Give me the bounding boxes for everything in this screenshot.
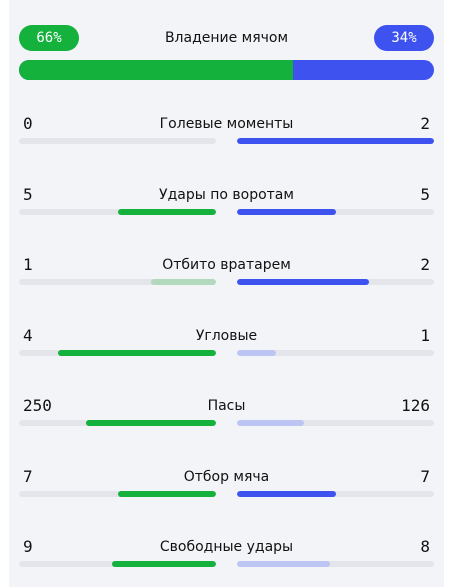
stat-away-bar (237, 491, 434, 497)
stat-home-fill (151, 279, 216, 285)
stat-home-fill (117, 491, 216, 497)
stat-away-fill (237, 279, 369, 285)
stat-away-fill (237, 138, 434, 144)
stat-home-fill (111, 561, 216, 567)
stat-away-fill (237, 561, 330, 567)
stat-home-value: 0 (23, 114, 33, 133)
stat-label: Голевые моменты (159, 116, 294, 132)
stat-home-value: 5 (23, 185, 33, 204)
stat-label: Удары по воротам (159, 187, 294, 203)
stat-away-bar (237, 138, 434, 144)
away-possession-badge: 34% (374, 25, 434, 51)
match-stats-panel (9, 0, 444, 587)
stat-row: 1 Отбито вратарем 2 (19, 254, 434, 294)
stat-home-value: 9 (23, 537, 33, 556)
possession-title: Владение мячом (164, 30, 289, 46)
stat-home-bar (19, 209, 216, 215)
stat-label: Свободные удары (159, 539, 294, 555)
possession-bar (19, 60, 434, 80)
stat-away-value: 8 (420, 537, 430, 556)
stat-home-value: 250 (23, 396, 52, 415)
stat-label: Отбито вратарем (162, 257, 291, 273)
stat-away-bar (237, 279, 434, 285)
stat-row: 7 Отбор мяча 7 (19, 466, 434, 506)
stat-away-bar (237, 209, 434, 215)
stat-home-bar (19, 138, 216, 144)
stat-home-bar (19, 491, 216, 497)
stat-home-bar (19, 279, 216, 285)
stat-row: 9 Свободные удары 8 (19, 536, 434, 576)
home-possession-badge: 66% (19, 25, 79, 51)
stat-home-value: 1 (23, 255, 33, 274)
stat-away-fill (237, 350, 277, 356)
stat-away-value: 126 (401, 396, 430, 415)
stat-away-bar (237, 350, 434, 356)
stat-row: 5 Удары по воротам 5 (19, 184, 434, 224)
stat-home-bar (19, 420, 216, 426)
stat-row: 4 Угловые 1 (19, 325, 434, 365)
stat-home-value: 7 (23, 467, 33, 486)
stat-away-value: 7 (420, 467, 430, 486)
possession-bar-home (19, 60, 293, 80)
stat-row: 0 Голевые моменты 2 (19, 113, 434, 153)
stat-away-fill (237, 420, 304, 426)
stat-home-value: 4 (23, 326, 33, 345)
stat-row: 250 Пасы 126 (19, 395, 434, 435)
stat-away-value: 1 (420, 326, 430, 345)
stat-label: Пасы (207, 398, 246, 414)
stat-home-fill (58, 350, 216, 356)
stat-away-value: 5 (420, 185, 430, 204)
stat-away-fill (237, 209, 336, 215)
stat-home-bar (19, 350, 216, 356)
stat-label: Отбор мяча (183, 469, 270, 485)
stat-home-bar (19, 561, 216, 567)
stat-away-value: 2 (420, 114, 430, 133)
stat-away-bar (237, 561, 434, 567)
stat-label: Угловые (195, 328, 258, 344)
stat-away-value: 2 (420, 255, 430, 274)
stat-away-fill (237, 491, 336, 497)
stat-home-fill (85, 420, 216, 426)
stat-away-bar (237, 420, 434, 426)
possession-header: 66% Владение мячом 34% (19, 25, 434, 51)
stat-home-fill (117, 209, 216, 215)
